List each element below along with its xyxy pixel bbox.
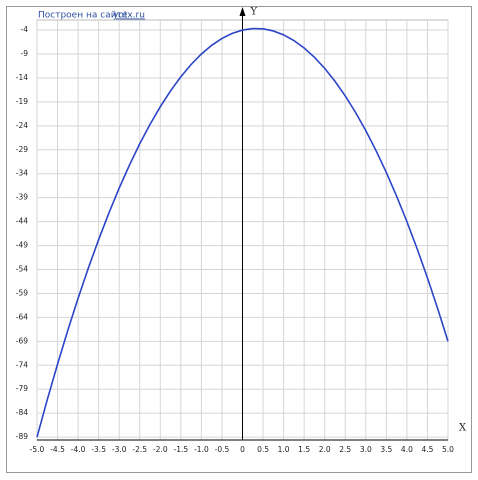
x-tick-label: 2.0: [319, 445, 331, 454]
x-tick-label: -1.0: [194, 445, 209, 454]
y-tick-label: -64: [16, 312, 28, 321]
y-tick-label: -19: [16, 97, 28, 106]
x-tick-label: 3.0: [360, 445, 372, 454]
x-tick-label: -2.0: [153, 445, 168, 454]
x-axis-label: X: [459, 423, 467, 434]
x-tick-label: -4.5: [50, 445, 65, 454]
y-tick-label: -74: [16, 360, 28, 369]
y-tick-label: -24: [16, 121, 28, 130]
credit-link[interactable]: yotx.ru: [113, 11, 145, 21]
y-tick-label: -29: [16, 145, 28, 154]
x-tick-label: -5.0: [30, 445, 45, 454]
credit-text: Построен на сайте: [38, 11, 128, 21]
y-tick-label: -84: [16, 408, 28, 417]
x-tick-label: 2.5: [339, 445, 351, 454]
y-tick-label: -89: [16, 432, 28, 441]
x-tick-label: -0.5: [215, 445, 230, 454]
x-tick-label: -4.0: [71, 445, 86, 454]
y-tick-label: -14: [16, 73, 28, 82]
y-tick-label: -79: [16, 384, 28, 393]
y-tick-label: -34: [16, 169, 28, 178]
x-tick-label: 4.0: [401, 445, 413, 454]
y-tick-label: -54: [16, 265, 28, 274]
x-tick-label: 5.0: [442, 445, 454, 454]
y-tick-label: -9: [21, 49, 29, 58]
y-tick-label: -59: [16, 288, 28, 297]
y-axis-arrow: [239, 7, 246, 16]
x-tick-label: 3.5: [380, 445, 392, 454]
y-tick-label: -4: [21, 25, 29, 34]
x-tick-label: -2.5: [132, 445, 147, 454]
y-tick-label: -69: [16, 336, 28, 345]
x-tick-label: -1.5: [174, 445, 189, 454]
x-tick-label: -3.5: [91, 445, 106, 454]
y-axis-label: Y: [250, 7, 258, 18]
x-tick-label: 1.0: [278, 445, 290, 454]
x-tick-label: 4.5: [421, 445, 433, 454]
y-tick-label: -44: [16, 217, 28, 226]
x-tick-label: 1.5: [298, 445, 310, 454]
x-tick-label: -3.0: [112, 445, 127, 454]
x-tick-label: 0: [240, 445, 245, 454]
y-tick-label: -39: [16, 193, 28, 202]
y-tick-label: -49: [16, 241, 28, 250]
curve: [36, 27, 449, 438]
x-tick-label: 0.5: [257, 445, 269, 454]
